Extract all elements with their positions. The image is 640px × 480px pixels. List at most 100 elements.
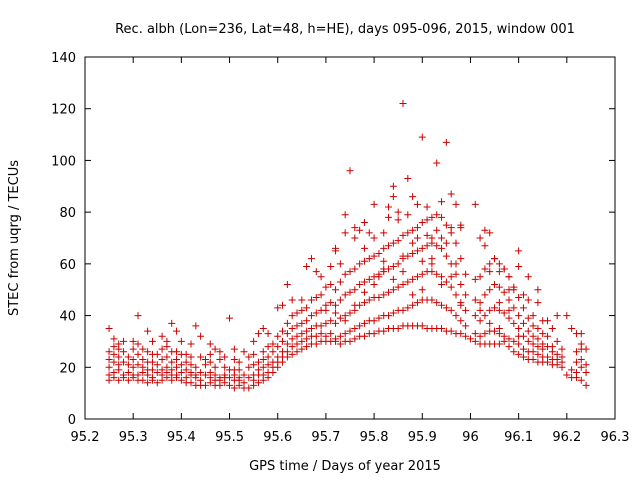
data-point (510, 348, 518, 356)
data-point (577, 363, 585, 371)
data-point (505, 273, 513, 281)
data-point (245, 384, 253, 392)
data-point (510, 337, 518, 345)
data-point (394, 325, 402, 332)
data-point (250, 371, 258, 379)
data-point (124, 368, 132, 376)
data-point (385, 213, 393, 221)
data-point (298, 345, 306, 353)
data-point (303, 327, 311, 335)
data-point (544, 332, 552, 340)
data-point (163, 337, 171, 345)
data-point (221, 353, 229, 361)
data-point (553, 337, 561, 345)
data-point (264, 368, 272, 376)
data-point (259, 371, 267, 379)
data-point (336, 314, 344, 322)
data-point (409, 226, 417, 234)
data-point (332, 335, 340, 343)
y-tick-label: 40 (59, 310, 76, 325)
data-point (519, 345, 527, 353)
data-point (259, 325, 267, 332)
data-point (250, 350, 258, 358)
data-point (173, 348, 181, 356)
data-point (486, 306, 494, 314)
data-point (539, 330, 547, 338)
data-point (173, 327, 181, 335)
data-point (534, 286, 542, 294)
data-point (447, 190, 455, 198)
data-point (293, 348, 301, 356)
data-point (279, 337, 287, 345)
data-point (471, 200, 479, 208)
data-point (471, 312, 479, 320)
data-point (134, 312, 142, 320)
data-point (515, 312, 523, 320)
data-point (505, 296, 513, 304)
data-point (438, 234, 446, 242)
data-point (452, 260, 460, 268)
data-point (158, 345, 166, 353)
data-point (534, 335, 542, 343)
data-point (264, 330, 272, 338)
data-point (495, 299, 503, 307)
data-point (360, 299, 368, 307)
x-tick-label: 95.2 (71, 430, 100, 445)
data-point (519, 304, 527, 312)
data-point (553, 312, 561, 320)
data-point (129, 356, 137, 364)
data-point (442, 252, 450, 260)
data-point (235, 358, 243, 366)
data-point (168, 366, 176, 374)
data-point (240, 371, 248, 379)
data-point (524, 337, 532, 345)
x-tick-label: 96.2 (552, 430, 581, 445)
data-point (312, 309, 320, 317)
data-point (245, 353, 253, 361)
data-point (177, 368, 185, 376)
y-tick-label: 120 (51, 103, 76, 118)
plot-frame (84, 56, 616, 420)
data-point (182, 366, 190, 374)
data-point (462, 306, 470, 314)
data-point (539, 340, 547, 348)
data-point (365, 296, 373, 304)
data-point (462, 332, 470, 340)
data-point (375, 273, 383, 281)
data-point (332, 247, 340, 255)
y-tick-label: 0 (68, 413, 76, 428)
data-point (481, 265, 489, 273)
data-point (336, 332, 344, 340)
data-point (341, 317, 349, 325)
data-point (144, 348, 152, 356)
data-point (452, 312, 460, 320)
data-point (264, 361, 272, 369)
data-point (351, 234, 359, 242)
data-point (433, 299, 441, 307)
x-tick-label: 96.1 (504, 430, 533, 445)
x-tick-label: 95.3 (119, 430, 148, 445)
data-point (433, 211, 441, 219)
data-point (336, 296, 344, 304)
data-point (428, 260, 436, 268)
data-point (293, 340, 301, 348)
data-point (327, 299, 335, 307)
data-point (500, 309, 508, 317)
data-point (346, 288, 354, 296)
data-point (298, 319, 306, 327)
data-point (389, 262, 397, 270)
data-point (115, 361, 123, 369)
data-point (226, 381, 234, 389)
data-point (293, 309, 301, 317)
data-point (177, 361, 185, 369)
data-point (515, 350, 523, 358)
data-point (173, 371, 181, 379)
data-point (491, 327, 499, 335)
data-point (332, 301, 340, 309)
data-point (298, 337, 306, 345)
data-point (418, 218, 426, 226)
data-point (423, 203, 431, 211)
data-point (438, 281, 446, 289)
data-point (404, 278, 412, 286)
data-point (312, 340, 320, 348)
